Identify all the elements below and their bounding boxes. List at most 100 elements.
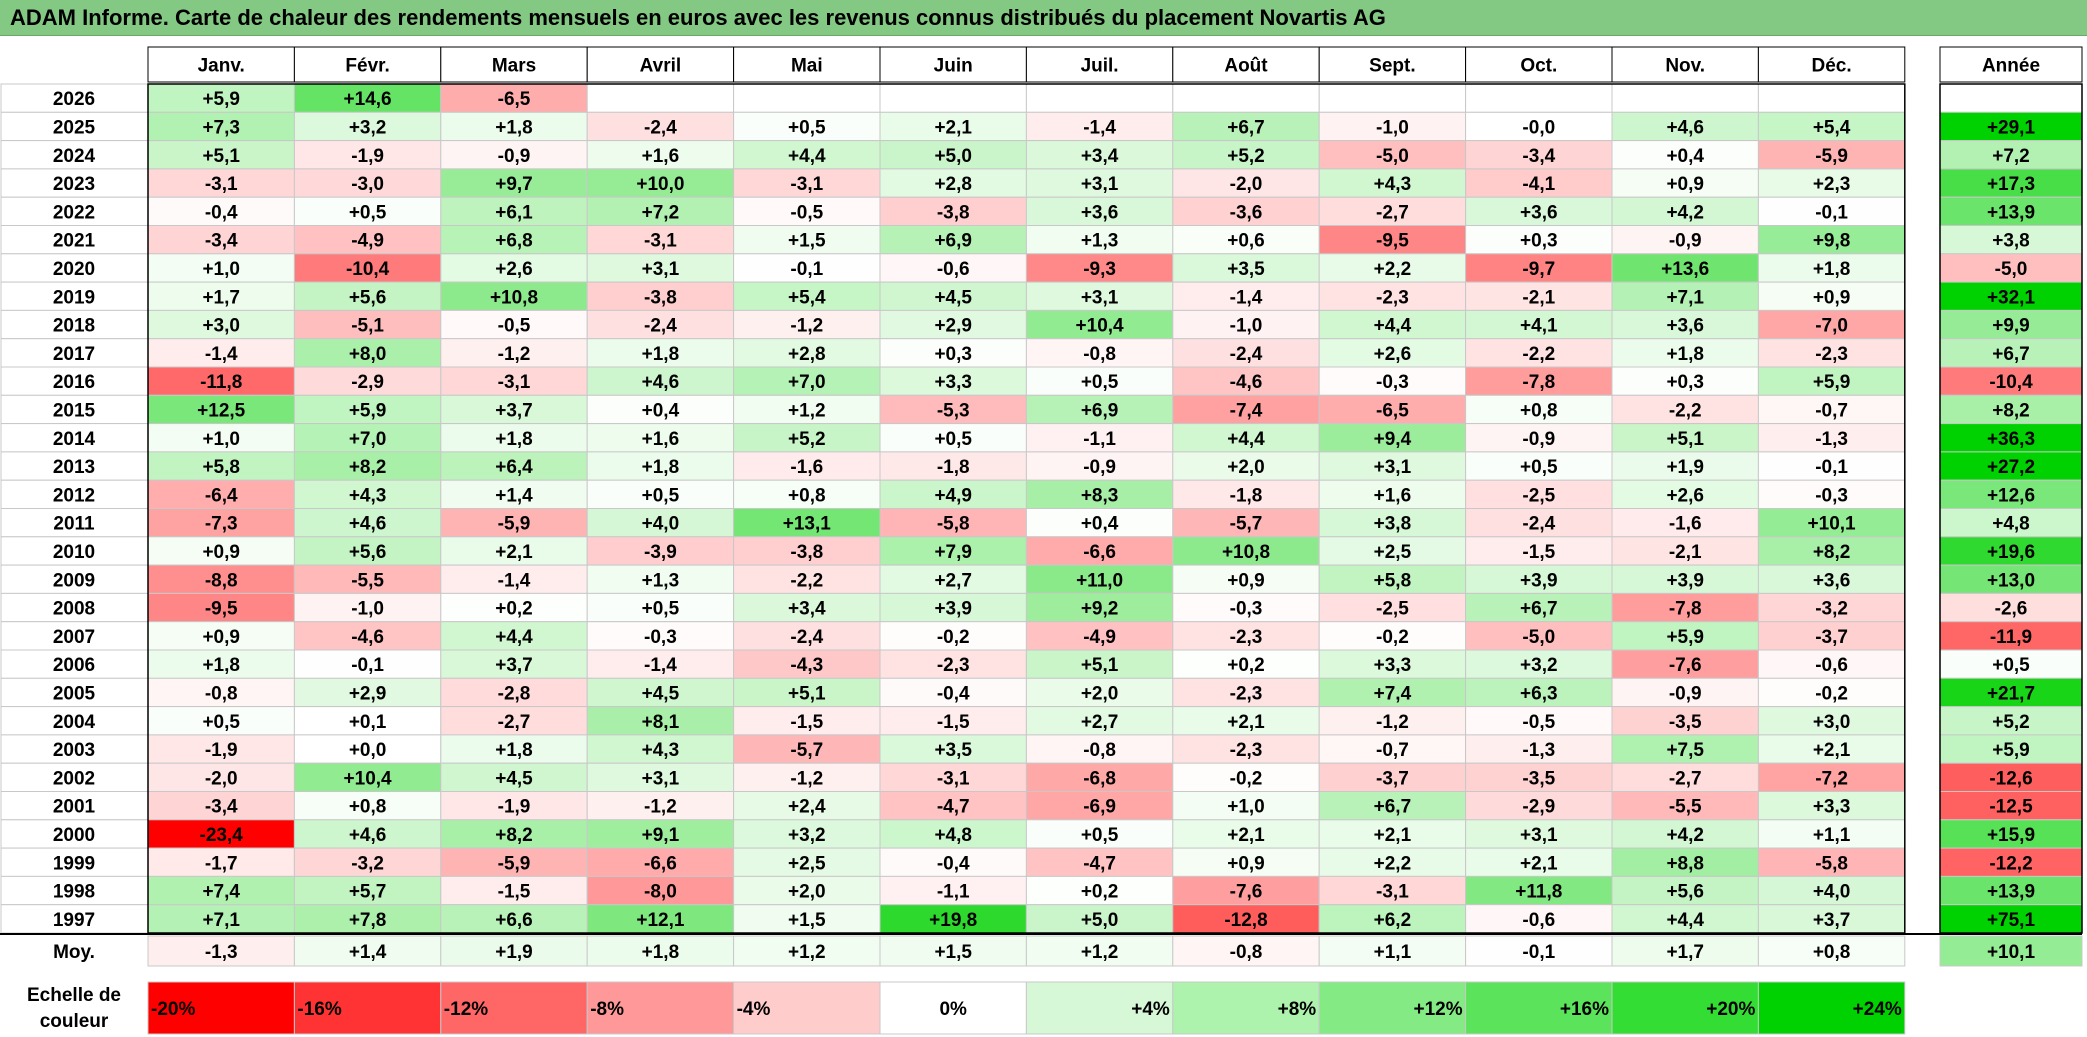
cell-value-label: +3,0 [1813,712,1851,733]
heatmap-cell [1611,564,1759,594]
heatmap-cell [1172,309,1320,340]
heatmap-cell [1465,875,1613,906]
cell-value-label: -2,7 [498,712,531,733]
heatmap-cell [440,677,588,708]
average-cell [733,935,881,967]
heatmap-cell [879,253,1027,283]
heatmap-cell [1611,111,1759,142]
row-year-label: 2002 [53,768,95,789]
row-year-label: 2005 [53,683,96,704]
cell-value-label: -6,4 [205,485,238,506]
heatmap-cell [586,168,735,198]
cell-value-label: -4,9 [351,231,384,252]
cell-value-label: +5,2 [1227,146,1265,167]
heatmap-cell [733,847,881,877]
cell-value-label: +3,5 [1227,259,1265,280]
cell-value-label: -0,2 [937,627,970,648]
heatmap-cell [586,225,735,255]
heatmap-cell [1025,111,1174,142]
cell-value-label: +1,2 [788,400,826,421]
heatmap-cell [293,253,442,283]
month-header-cell [147,46,295,83]
heatmap-cell [1757,168,1906,198]
year-total-label: +4,8 [1992,514,2030,535]
heatmap-cell [1465,762,1613,793]
row-year-cell [0,819,149,849]
year-total-cell [1939,649,2083,679]
heatmap-cell [293,423,442,453]
heatmap-cell [1465,423,1613,453]
average-cell [1757,935,1906,967]
row-year-label: 2025 [53,117,96,138]
heatmap-cell [440,791,588,821]
cell-value-label: -1,4 [1083,117,1116,138]
cell-value-label: +3,6 [1666,316,1704,337]
heatmap-cell [293,649,442,679]
heatmap-cell [1465,791,1613,821]
heatmap-cell [879,875,1027,906]
cell-value-label: -0,3 [1815,485,1848,506]
month-header-cell [1025,46,1174,83]
year-total-label: +0,5 [1992,655,2030,676]
cell-value-label: +5,1 [788,683,826,704]
cell-value-label: +2,2 [1374,853,1412,874]
heatmap-cell [1465,451,1613,481]
cell-value-label: +5,8 [202,457,240,478]
heatmap-cell [586,706,735,736]
average-value-label: +1,9 [495,942,533,963]
average-cell [293,935,442,967]
scale-swatch [1611,981,1759,1035]
heatmap-cell [147,734,295,764]
scale-swatch-label: +4% [1131,999,1170,1020]
cell-value-label: -0,1 [790,259,823,280]
cell-value-label: +2,1 [1374,825,1412,846]
cell-value-label: +0,3 [1666,372,1704,393]
heatmap-cell [293,536,442,566]
cell-value-label: +0,6 [1227,231,1265,252]
month-header-cell [1318,46,1467,83]
cell-value-label: +5,1 [1081,655,1119,676]
cell-value-label: +8,2 [349,457,387,478]
cell-value-label: +1,0 [1227,797,1265,818]
cell-value-label: +0,5 [934,429,972,450]
heatmap-cell [1611,479,1759,510]
cell-value-label: +3,1 [1520,825,1558,846]
cell-value-label: -1,9 [351,146,384,167]
cell-value-label: +5,6 [349,287,387,308]
cell-value-label: +10,8 [1222,542,1270,563]
cell-value-label: +4,4 [1666,910,1704,931]
month-header-label: Juil. [1081,56,1119,77]
row-year-label: 2000 [53,825,95,846]
heatmap-cell [1318,140,1467,170]
chart-title: ADAM Informe. Carte de chaleur des rende… [0,0,2087,36]
heatmap-cell [586,196,735,226]
heatmap-cell [1318,366,1467,396]
heatmap-cell [879,451,1027,481]
cell-value-label: -2,7 [1376,202,1409,223]
heatmap-cell [440,366,588,396]
cell-value-label: -0,3 [1230,599,1263,620]
heatmap-cell [440,83,588,113]
cell-value-label: +0,4 [1081,514,1119,535]
cell-value-label: +5,0 [934,146,972,167]
average-cell [879,935,1027,967]
heatmap-cell [879,338,1027,368]
cell-value-label: +2,5 [788,853,826,874]
row-year-label: 2008 [53,599,95,620]
cell-value-label: +7,8 [349,910,387,931]
cell-value-label: +6,9 [934,231,972,252]
row-year-cell [0,621,149,651]
scale-swatch-label: 0% [939,999,967,1020]
heatmap-cell [586,111,735,142]
month-header-label: Avril [640,56,682,77]
cell-value-label: -5,8 [937,514,970,535]
heatmap-cell [1318,677,1467,708]
heatmap-cell [586,83,735,113]
cell-value-label: +5,9 [202,89,240,110]
year-total-label: +36,3 [1987,429,2035,450]
cell-value-label: -4,7 [1083,853,1116,874]
heatmap-cell [1318,423,1467,453]
heatmap-cell [1172,564,1320,594]
cell-value-label: -0,4 [937,683,970,704]
cell-value-label: +0,8 [788,485,826,506]
